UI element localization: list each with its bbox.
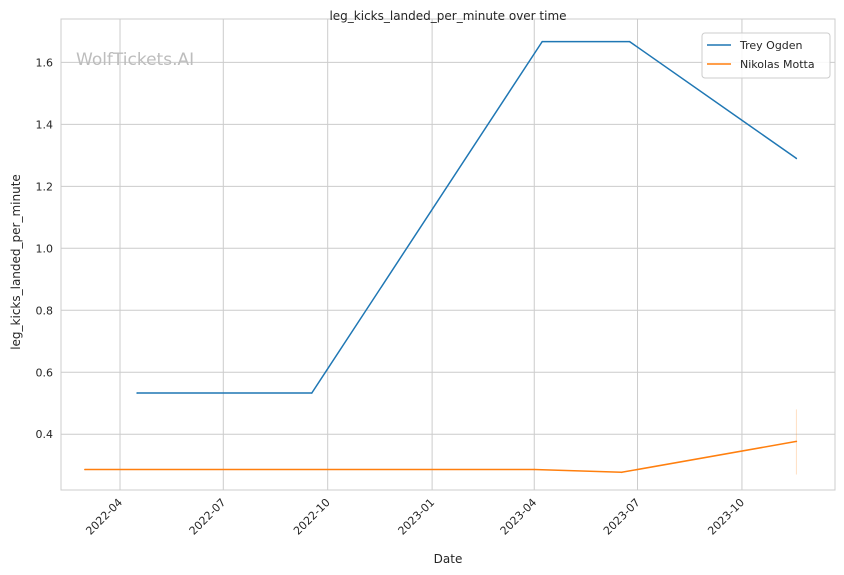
y-tick-label: 1.6: [36, 56, 54, 69]
chart-title: leg_kicks_landed_per_minute over time: [329, 9, 566, 23]
data-point-trey-ogden: [311, 392, 313, 394]
legend-label-nikolas-motta: Nikolas Motta: [740, 58, 815, 71]
data-point-trey-ogden: [795, 157, 798, 160]
data-point-nikolas-motta: [84, 468, 86, 471]
y-tick-label: 0.4: [36, 428, 54, 441]
series-layer: [84, 40, 798, 475]
y-axis-ticks: 0.4 0.6 0.8 1.0 1.2 1.4 1.6: [36, 56, 54, 441]
legend: Trey Ogden Nikolas Motta: [701, 32, 831, 79]
data-point-trey-ogden: [541, 40, 543, 43]
y-tick-label: 0.8: [36, 304, 54, 317]
data-point-nikolas-motta: [533, 468, 536, 471]
data-point-trey-ogden: [628, 40, 631, 43]
y-tick-label: 1.0: [36, 242, 54, 255]
y-tick-label: 1.2: [36, 180, 54, 193]
series-line-nikolas-motta: [84, 440, 797, 474]
legend-label-trey-ogden: Trey Ogden: [739, 39, 803, 52]
data-point-nikolas-motta: [620, 471, 623, 474]
data-point-nikolas-motta: [795, 440, 798, 443]
x-axis-title: Date: [434, 552, 463, 566]
plot-area-frame: [60, 18, 836, 491]
data-point-trey-ogden: [136, 392, 138, 394]
watermark: WolfTickets.AI: [76, 50, 194, 70]
y-axis-title: leg_kicks_landed_per_minute: [9, 174, 23, 350]
y-tick-label: 0.6: [36, 366, 54, 379]
legend-box: [701, 32, 831, 79]
y-tick-label: 1.4: [36, 118, 54, 131]
